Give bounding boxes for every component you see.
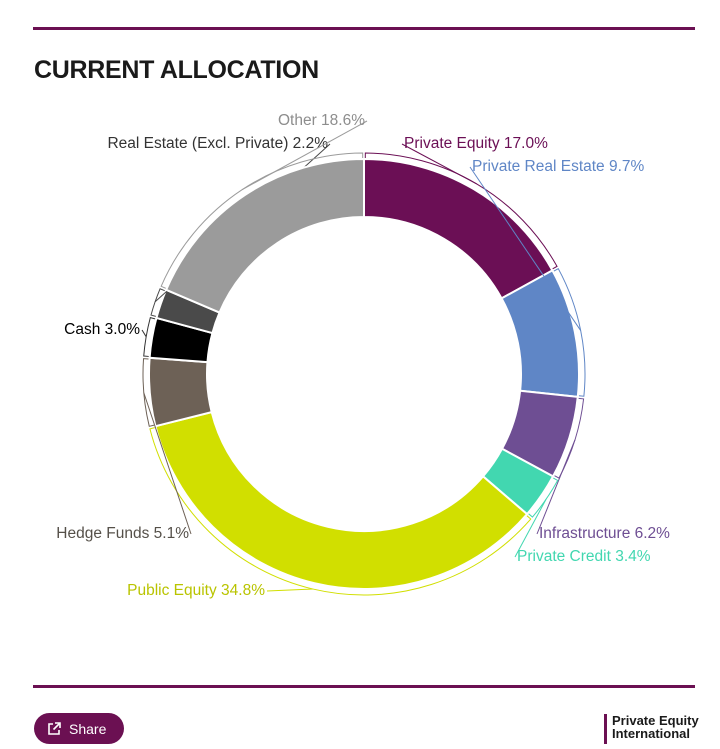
leader-cash xyxy=(141,329,147,337)
brand-line-1: Private Equity xyxy=(612,713,699,728)
leader-private-equity xyxy=(401,143,477,185)
slice-other[interactable] xyxy=(164,157,365,314)
share-label: Share xyxy=(69,720,107,737)
top-divider xyxy=(33,27,695,30)
label-other: Other 18.6% xyxy=(278,112,365,129)
label-hedge-funds: Hedge Funds 5.1% xyxy=(56,525,189,542)
label-public-equity: Public Equity 34.8% xyxy=(127,582,265,599)
bracket-cash xyxy=(143,317,156,357)
leader-private-real-estate xyxy=(469,166,582,331)
brand-logo: Private Equity International xyxy=(604,714,699,744)
label-infrastructure: Infrastructure 6.2% xyxy=(539,525,670,542)
leader-private-credit xyxy=(514,499,547,558)
label-real-estate-excl-private: Real Estate (Excl. Private) 2.2% xyxy=(107,135,328,152)
leader-other xyxy=(241,120,368,191)
slice-public-equity[interactable] xyxy=(154,410,529,590)
label-cash: Cash 3.0% xyxy=(64,321,140,338)
bracket-public-equity xyxy=(149,427,532,596)
leader-public-equity xyxy=(266,588,314,592)
brand-line-2: International xyxy=(612,726,691,741)
slice-private-equity[interactable] xyxy=(363,157,554,300)
donut-chart: Private Equity 17.0% Private Real Estate … xyxy=(56,112,670,599)
bracket-hedge-funds xyxy=(142,358,155,427)
label-private-equity: Private Equity 17.0% xyxy=(404,135,548,152)
leader-hedge-funds xyxy=(143,392,192,535)
label-private-real-estate: Private Real Estate 9.7% xyxy=(472,158,645,175)
share-button[interactable]: Share xyxy=(34,713,124,744)
chart-title: CURRENT ALLOCATION xyxy=(34,56,319,84)
label-private-credit: Private Credit 3.4% xyxy=(517,548,651,565)
bottom-divider xyxy=(33,685,695,688)
bracket-real-estate-excl-private xyxy=(150,288,165,317)
share-icon xyxy=(48,721,61,735)
leader-infrastructure xyxy=(536,439,576,535)
